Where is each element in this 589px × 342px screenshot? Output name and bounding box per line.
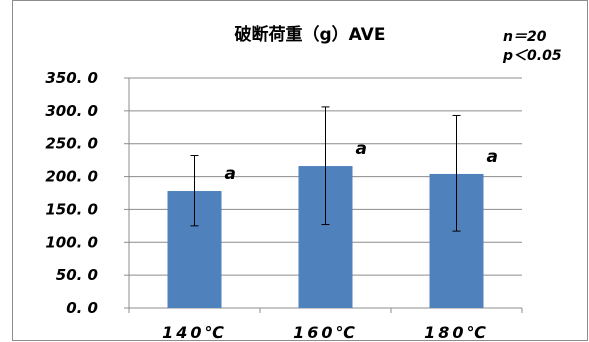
x-axis-categories: 140℃ 160℃ 180℃ — [162, 323, 489, 342]
significance-label: a — [225, 164, 236, 184]
y-tick-label: 250. 0 — [45, 135, 98, 153]
y-tick-label: 50. 0 — [56, 266, 98, 284]
p-value-note: p＜0.05 — [502, 48, 562, 64]
y-tick-label: 150. 0 — [45, 200, 98, 218]
chart-title: 破断荷重（g）AVE — [235, 24, 386, 45]
y-axis-ticks: 0. 0 50. 0 100. 0 150. 0 200. 0 250. 0 300. 0 3… — [45, 69, 98, 317]
y-tick-label: 300. 0 — [45, 102, 98, 120]
x-category-label: 160℃ — [293, 323, 358, 342]
x-category-label: 180℃ — [424, 323, 489, 342]
error-bars — [190, 106, 461, 232]
y-tick-label: 200. 0 — [45, 168, 98, 186]
significance-label: a — [356, 139, 367, 159]
y-tick-label: 100. 0 — [45, 233, 98, 251]
y-tick-label: 350. 0 — [45, 69, 98, 87]
y-tick-label: 0. 0 — [66, 299, 98, 317]
x-category-label: 140℃ — [162, 323, 227, 342]
sample-size-note: n＝20 — [503, 29, 547, 45]
significance-label: a — [487, 147, 498, 167]
significance-labels: a a a — [225, 139, 498, 184]
